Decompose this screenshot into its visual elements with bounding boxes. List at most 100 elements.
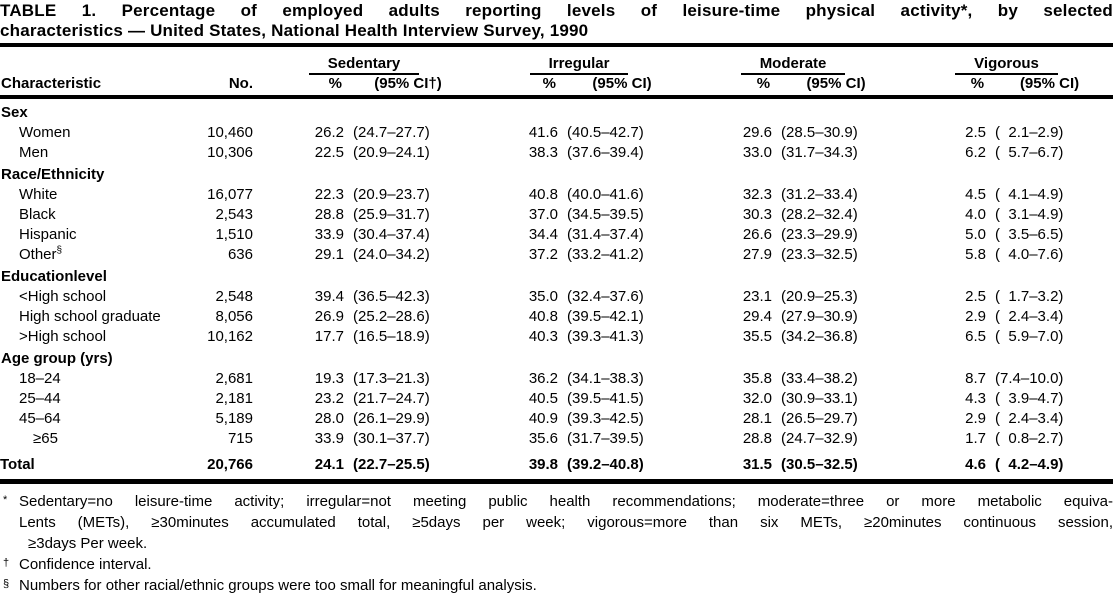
col-group-sedentary: Sedentary <box>256 49 472 75</box>
cell-sed-ci: (30.4–37.4) <box>353 226 430 243</box>
row-label: White <box>19 186 58 203</box>
cell-no: 2,681 <box>215 370 253 387</box>
row-label: 25–44 <box>19 390 61 407</box>
cell-sed-ci: (20.9–23.7) <box>353 186 430 203</box>
cell-sed-ci: (17.3–21.3) <box>353 370 430 387</box>
total-row: Total 20,766 24.1 (22.7–25.5) 39.8 (39.2–40.8… <box>0 447 1113 484</box>
cell-irr-pct: 40.3 <box>528 328 559 345</box>
cell-irr-pct: 35.0 <box>528 288 559 305</box>
section-row: Sex <box>0 97 1113 121</box>
row-label: <High school <box>19 288 107 305</box>
cell-vig-pct: 4.3 <box>965 390 987 407</box>
asterisk-marker: * <box>3 494 8 506</box>
cell-mod-pct: 26.6 <box>742 226 773 243</box>
cell-vig-pct: 4.6 <box>900 447 987 484</box>
cell-sed-pct: 19.3 <box>314 370 344 387</box>
cell-irr-pct: 35.6 <box>528 430 559 447</box>
table-row: <High school 2,548 39.4 (36.5–42.3) 35.0 (32.… <box>0 285 1113 305</box>
cell-irr-ci: (39.3–41.3) <box>567 328 644 345</box>
col-header-characteristic: Characteristic <box>0 49 200 99</box>
cell-sed-ci: (21.7–24.7) <box>353 390 430 407</box>
cell-mod-ci: (30.5–32.5) <box>772 447 901 484</box>
cell-vig-ci: ( 2.1–2.9) <box>995 124 1064 141</box>
cell-mod-pct: 35.8 <box>742 370 773 387</box>
cell-irr-ci: (37.6–39.4) <box>567 144 644 161</box>
cell-vig-pct: 1.7 <box>965 430 987 447</box>
footnote-confidence-interval-text: Confidence interval. <box>19 556 152 573</box>
cell-sed-ci: (22.7–25.5) <box>344 447 473 484</box>
cell-sed-pct: 22.3 <box>314 186 344 203</box>
table-row: Other§ 636 29.1 (24.0–34.2) 37.2 (33.2–41.2) 2… <box>0 243 1113 264</box>
cell-mod-pct: 30.3 <box>742 206 773 223</box>
table-row: 18–24 2,681 19.3 (17.3–21.3) 36.2 (34.1–38.3)… <box>0 367 1113 387</box>
cell-vig-pct: 2.5 <box>965 288 987 305</box>
col-header-no: No. <box>200 49 256 99</box>
section-marker: § <box>3 578 10 590</box>
footnote-definitions-line-3: ≥3days Per week. <box>28 535 148 552</box>
cell-vig-pct: 2.9 <box>965 308 987 325</box>
footnote-definitions-line-2: Lents (METs), ≥30minutes accumulated tot… <box>19 514 1113 531</box>
cell-sed-pct: 39.4 <box>314 288 344 305</box>
cell-irr-pct: 36.2 <box>528 370 559 387</box>
row-label: Other§ <box>19 245 63 264</box>
col-header-moderate-ci: (95% CI) <box>772 75 901 99</box>
cell-mod-ci: (33.4–38.2) <box>781 370 858 387</box>
cell-irr-ci: (39.5–42.1) <box>567 308 644 325</box>
cell-sed-ci: (20.9–24.1) <box>353 144 430 161</box>
footnote-confidence-interval: † Confidence interval. <box>0 554 1113 575</box>
cell-vig-pct: 5.8 <box>965 246 987 263</box>
cell-no: 10,162 <box>207 328 253 345</box>
cell-no: 1,510 <box>215 226 253 243</box>
cell-irr-pct: 41.6 <box>528 124 559 141</box>
footnote-definitions: * Sedentary=no leisure-time activity; ir… <box>0 491 1113 554</box>
col-header-vigorous-pct: % <box>900 75 987 99</box>
table-row: Hispanic 1,510 33.9 (30.4–37.4) 34.4 (31.4–37… <box>0 223 1113 243</box>
cell-sed-pct: 17.7 <box>314 328 344 345</box>
cell-vig-pct: 6.5 <box>965 328 987 345</box>
row-label: Total <box>0 447 200 484</box>
cell-mod-pct: 32.3 <box>742 186 773 203</box>
cell-no: 10,460 <box>207 124 253 141</box>
cell-irr-ci: (34.5–39.5) <box>567 206 644 223</box>
cell-mod-pct: 32.0 <box>742 390 773 407</box>
cell-sed-pct: 26.2 <box>314 124 344 141</box>
cell-irr-ci: (40.0–41.6) <box>567 186 644 203</box>
cell-mod-pct: 23.1 <box>742 288 773 305</box>
row-label: Black <box>19 206 56 223</box>
cell-sed-pct: 23.2 <box>314 390 344 407</box>
cell-irr-pct: 40.8 <box>528 308 559 325</box>
cell-irr-pct: 34.4 <box>528 226 559 243</box>
section-row: Educationlevel <box>0 263 1113 285</box>
col-header-moderate-pct: % <box>686 75 773 99</box>
footnote-definitions-line-1: Sedentary=no leisure-time activity; irre… <box>19 493 1113 510</box>
row-label: Men <box>19 144 49 161</box>
cell-irr-ci: (40.5–42.7) <box>567 124 644 141</box>
cell-mod-pct: 29.4 <box>742 308 773 325</box>
cell-irr-ci: (31.4–37.4) <box>567 226 644 243</box>
cell-vig-pct: 8.7 <box>965 370 987 387</box>
cell-mod-ci: (28.2–32.4) <box>781 206 858 223</box>
cell-vig-pct: 2.5 <box>965 124 987 141</box>
table-body: Sex Women 10,460 26.2 (24.7–27.7) 41.6 (40.5–4… <box>0 97 1113 484</box>
cell-no: 636 <box>227 246 253 263</box>
cell-sed-pct: 26.9 <box>314 308 344 325</box>
cell-vig-ci: (7.4–10.0) <box>995 370 1064 387</box>
table-row: Women 10,460 26.2 (24.7–27.7) 41.6 (40.5–42.7… <box>0 121 1113 141</box>
title-rule <box>0 43 1113 47</box>
cell-mod-ci: (26.5–29.7) <box>781 410 858 427</box>
cell-vig-ci: ( 5.7–6.7) <box>995 144 1064 161</box>
cell-irr-ci: (39.5–41.5) <box>567 390 644 407</box>
cell-mod-ci: (24.7–32.9) <box>781 430 858 447</box>
table-head: Characteristic No. Sedentary Irregular M… <box>0 49 1113 99</box>
row-label: High school graduate <box>19 308 161 325</box>
col-group-irregular: Irregular <box>472 49 686 75</box>
cell-sed-pct: 33.9 <box>314 430 344 447</box>
cell-mod-ci: (27.9–30.9) <box>781 308 858 325</box>
cell-vig-ci: ( 2.4–3.4) <box>995 308 1064 325</box>
row-label: >High school <box>19 328 107 345</box>
col-header-irregular-ci: (95% CI) <box>558 75 687 99</box>
cell-sed-ci: (25.2–28.6) <box>353 308 430 325</box>
cell-no: 2,181 <box>215 390 253 407</box>
cell-mod-pct: 31.5 <box>686 447 773 484</box>
cell-mod-pct: 33.0 <box>742 144 773 161</box>
